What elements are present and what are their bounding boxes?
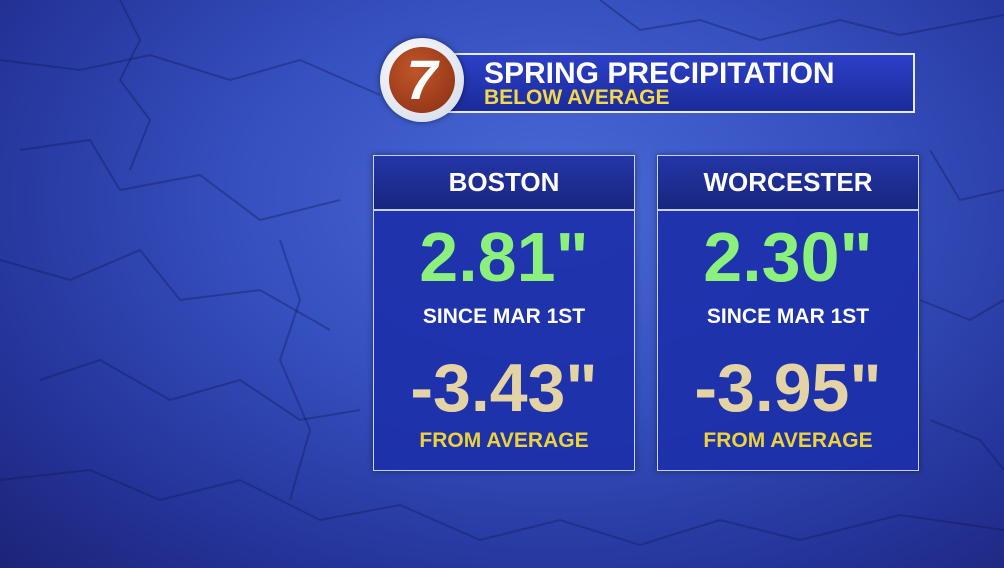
title: SPRING PRECIPITATION: [484, 57, 835, 90]
subtitle: BELOW AVERAGE: [484, 86, 670, 109]
departure-label: FROM AVERAGE: [703, 429, 873, 452]
city-name: BOSTON: [374, 156, 634, 211]
departure-label: FROM AVERAGE: [419, 429, 589, 452]
logo-number: 7: [389, 47, 455, 113]
header-bar: SPRING PRECIPITATION BELOW AVERAGE: [440, 53, 915, 113]
departure-value: -3.43": [410, 350, 598, 426]
departure-value: -3.95": [694, 350, 882, 426]
total-value: 2.30": [703, 218, 873, 296]
total-label: SINCE MAR 1ST: [422, 305, 586, 328]
logo: 7: [380, 38, 464, 122]
total-label: SINCE MAR 1ST: [706, 305, 870, 328]
city-name: WORCESTER: [658, 156, 918, 211]
total-value: 2.81": [419, 218, 589, 296]
city-card: BOSTON 2.81" SINCE MAR 1ST -3.43" FROM A…: [373, 155, 635, 471]
city-card: WORCESTER 2.30" SINCE MAR 1ST -3.95" FRO…: [657, 155, 919, 471]
